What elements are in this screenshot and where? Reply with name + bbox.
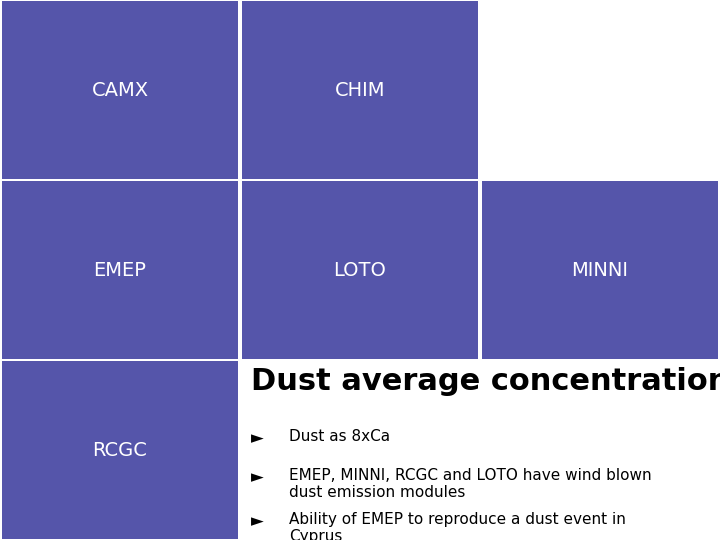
Text: Dust as 8xCa: Dust as 8xCa <box>289 429 390 444</box>
Text: ►: ► <box>251 429 264 447</box>
Text: RCGC: RCGC <box>93 441 148 460</box>
Text: Dust average concentrations: Dust average concentrations <box>251 367 720 396</box>
Text: EMEP: EMEP <box>94 260 146 280</box>
Text: ►: ► <box>251 512 264 530</box>
Text: MINNI: MINNI <box>572 260 629 280</box>
Text: CHIM: CHIM <box>335 80 385 99</box>
Text: ►: ► <box>251 468 264 486</box>
Text: EMEP, MINNI, RCGC and LOTO have wind blown
dust emission modules: EMEP, MINNI, RCGC and LOTO have wind blo… <box>289 468 652 500</box>
Text: CAMX: CAMX <box>91 80 148 99</box>
Text: LOTO: LOTO <box>333 260 387 280</box>
Text: Ability of EMEP to reproduce a dust event in
Cyprus: Ability of EMEP to reproduce a dust even… <box>289 512 626 540</box>
